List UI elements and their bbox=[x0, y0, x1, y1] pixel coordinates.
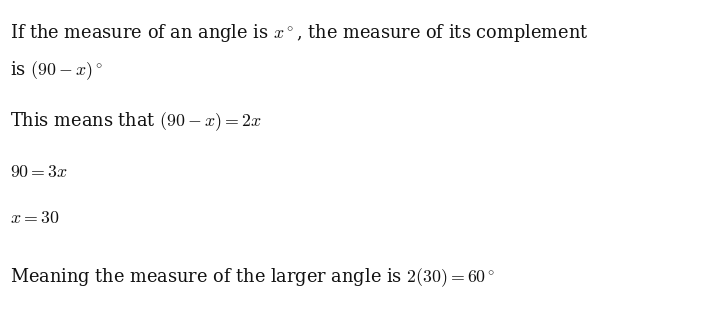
Text: is $(90-x)^\circ$: is $(90-x)^\circ$ bbox=[10, 60, 103, 82]
Text: $90=3x$: $90=3x$ bbox=[10, 163, 68, 181]
Text: This means that $(90-x)=2x$: This means that $(90-x)=2x$ bbox=[10, 110, 262, 133]
Text: Meaning the measure of the larger angle is $2(30)=60^\circ$: Meaning the measure of the larger angle … bbox=[10, 267, 495, 289]
Text: $x=30$: $x=30$ bbox=[10, 209, 60, 227]
Text: If the measure of an angle is $x^\circ$, the measure of its complement: If the measure of an angle is $x^\circ$,… bbox=[10, 22, 588, 44]
